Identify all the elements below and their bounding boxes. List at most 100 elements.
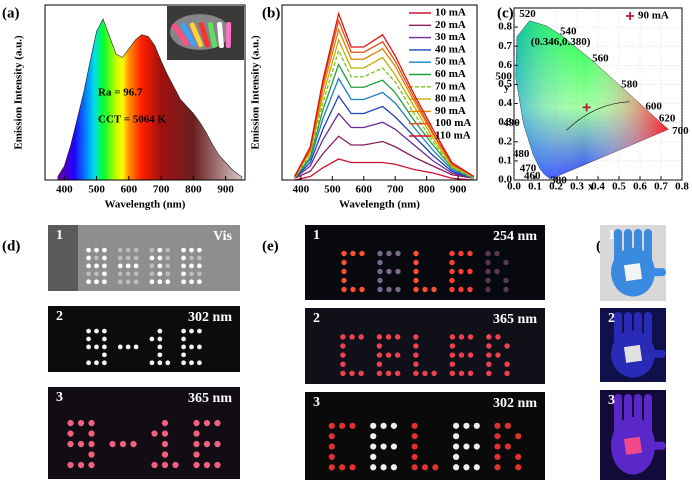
sample-dot (328, 464, 335, 471)
wavelength-label: 520 (519, 8, 536, 20)
sample-dot (422, 286, 428, 293)
sample-dot (449, 277, 455, 284)
legend-label: 10 mA (435, 7, 466, 19)
photo-caption: Vis (213, 229, 232, 244)
sample-dot (181, 336, 186, 342)
sample-dot (486, 352, 492, 358)
sample-dot (449, 370, 456, 377)
sample-dot (102, 360, 107, 366)
sample-dot (359, 286, 365, 293)
sample-dot (340, 343, 346, 349)
sample-dot (119, 440, 127, 448)
inset-tube (189, 22, 204, 48)
sample-dot (102, 336, 107, 342)
sample-dot (161, 440, 169, 448)
sample-dot (394, 334, 401, 340)
sample-dot (452, 422, 460, 429)
sample-dot (467, 250, 473, 257)
sample-dot (458, 286, 464, 293)
sample-dot (376, 370, 383, 377)
sample-dot (189, 263, 194, 269)
sample-dot (94, 271, 99, 277)
y-tick-label: 0.6 (498, 59, 512, 71)
sample-dot (486, 334, 492, 340)
sample-dot (504, 422, 511, 429)
y-tick-label: 0.7 (498, 40, 512, 52)
sample-dot (503, 259, 509, 266)
spectrum-line (294, 94, 475, 179)
sample-dot (86, 247, 91, 253)
sample-dot (328, 443, 335, 450)
sample-dot (358, 334, 364, 340)
sample-dot (203, 461, 211, 469)
spectrum-line (294, 27, 475, 178)
y-tick-label: 0.4 (498, 97, 512, 109)
sample-dot (515, 464, 522, 471)
sample-dot (197, 263, 202, 269)
planck-locus (566, 101, 630, 131)
sample-dot (473, 443, 480, 450)
glove-finger (644, 394, 652, 435)
glove-finger (634, 312, 642, 346)
sample-dot (449, 250, 455, 257)
sample-dot (193, 451, 200, 458)
sample-dot (165, 271, 171, 277)
chromaticity-point (582, 103, 591, 112)
wavelength-label: 540 (560, 25, 577, 37)
sample-dot (94, 263, 99, 269)
sample-dot (485, 259, 491, 266)
sample-dot (340, 334, 346, 340)
photo (48, 306, 240, 372)
sample-dot (449, 268, 455, 275)
sample-dot (486, 361, 492, 367)
sample-dot (189, 328, 194, 334)
glove-finger (624, 394, 632, 435)
sample-dot (386, 268, 392, 275)
x-tick-label: 0.1 (528, 181, 542, 193)
x-tick-label: 0.5 (612, 181, 626, 193)
sample-dot (172, 461, 179, 469)
x-axis-label: Wavelength (nm) (105, 199, 186, 211)
sample-dot (377, 250, 383, 257)
sample-dot (413, 334, 419, 340)
sample-dot (485, 277, 491, 284)
wavelength-label: 380 (550, 175, 567, 187)
sample-dot (385, 334, 392, 340)
sample-dot (86, 336, 91, 342)
sample-dot (376, 334, 383, 340)
sample-dot (125, 271, 131, 277)
sample-dot (189, 360, 194, 366)
panel-label: (b) (262, 5, 280, 21)
sample-dot (390, 422, 398, 429)
sample-dot (370, 464, 377, 471)
sample-dot (181, 352, 186, 358)
sample-dot (94, 279, 99, 285)
inset-tube (225, 22, 232, 49)
sample-dot (117, 247, 123, 253)
sample-dot (151, 430, 158, 437)
sample-dot (189, 255, 194, 261)
sample-dot (385, 370, 392, 377)
sample-dot (377, 268, 383, 275)
sample-dot (370, 443, 377, 450)
spectrum-line (294, 11, 475, 178)
sample-dot (133, 247, 139, 253)
sample-dot (485, 250, 491, 257)
sample-dot (197, 247, 202, 253)
photo-number: 2 (56, 309, 63, 324)
glove-thumb (652, 268, 666, 277)
sample-dot (449, 343, 456, 349)
sample-dot (94, 328, 99, 334)
sample-dot (380, 443, 387, 450)
sample-dot (161, 419, 169, 427)
sample-dot (328, 453, 335, 461)
sample-dot (181, 271, 186, 277)
sample-dot (125, 279, 131, 285)
sample-dot (157, 336, 163, 342)
y-axis-label: Emission Intensity (a.u.) (13, 35, 25, 150)
photo-shade (48, 225, 78, 291)
y-tick-label: 0.3 (498, 116, 512, 128)
sample-dot (149, 279, 155, 285)
sample-dot (370, 422, 377, 429)
